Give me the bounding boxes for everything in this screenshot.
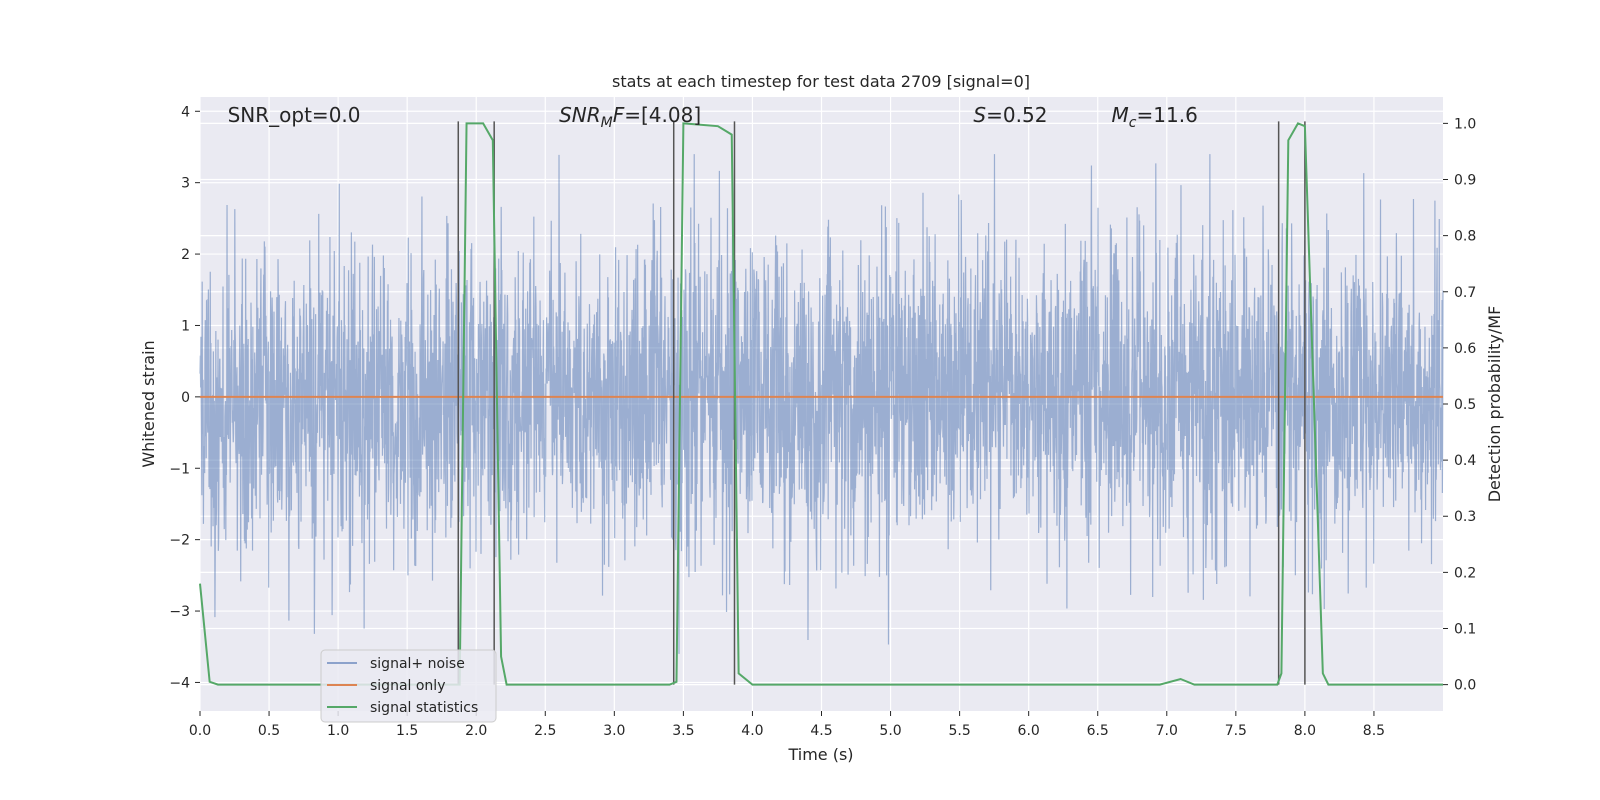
y-right-tick-label-8: 0.8 — [1454, 229, 1476, 245]
y-axis-right: 0.0 0.1 0.2 0.3 0.4 0.5 0.6 0.7 0.8 0.9 1.0 — [1443, 116, 1476, 694]
y-tick-label-8: 4 — [181, 104, 190, 120]
y-right-tick-label-3: 0.3 — [1454, 509, 1476, 525]
y-tick-label-1: −3 — [169, 604, 190, 620]
x-tick-label-3: 1.5 — [396, 723, 418, 739]
x-tick-label-4: 2.0 — [465, 723, 487, 739]
x-tick-label-12: 6.0 — [1018, 723, 1040, 739]
y-right-tick-label-10: 1.0 — [1454, 116, 1476, 132]
y-right-tick-label-2: 0.2 — [1454, 565, 1476, 581]
signal-noise-line — [199, 154, 1444, 654]
y-tick-label-4: 0 — [181, 390, 190, 406]
legend-label-signal-only: signal only — [370, 678, 445, 694]
y-right-tick-label-0: 0.0 — [1454, 678, 1476, 694]
x-tick-label-7: 3.5 — [672, 723, 694, 739]
y-axis-left: −4 −3 −2 −1 0 1 2 3 4 — [169, 104, 200, 691]
x-tick-label-15: 7.5 — [1225, 723, 1247, 739]
series-signal-noise — [199, 154, 1444, 654]
x-tick-label-10: 5.0 — [879, 723, 901, 739]
legend: signal+ noise signal only signal statist… — [320, 649, 497, 723]
y-right-tick-label-9: 0.9 — [1454, 173, 1476, 189]
legend-box — [320, 649, 497, 723]
x-axis-label: Time (s) — [787, 745, 853, 764]
legend-label-signal-statistics: signal statistics — [370, 700, 478, 716]
y-tick-label-0: −4 — [169, 675, 190, 691]
series-signal-statistics — [199, 122, 1443, 686]
x-tick-label-1: 0.5 — [258, 723, 280, 739]
y-tick-label-7: 3 — [181, 176, 190, 192]
y-tick-label-3: −1 — [169, 461, 190, 477]
y-tick-label-6: 2 — [181, 247, 190, 263]
y-right-tick-label-4: 0.4 — [1454, 453, 1476, 469]
x-tick-label-9: 4.5 — [810, 723, 832, 739]
x-tick-label-17: 8.5 — [1363, 723, 1385, 739]
signal-statistics-line — [199, 122, 1443, 686]
x-tick-label-5: 2.5 — [534, 723, 556, 739]
x-tick-label-13: 6.5 — [1087, 723, 1109, 739]
y-right-tick-label-6: 0.6 — [1454, 341, 1476, 357]
x-tick-label-0: 0.0 — [189, 723, 211, 739]
annotation-1: SNRMF=[4.08] — [559, 103, 701, 131]
legend-label-signal-noise: signal+ noise — [370, 656, 465, 672]
annotation-2: S=0.52 — [973, 103, 1047, 127]
x-tick-label-14: 7.0 — [1156, 723, 1178, 739]
annotation-3: Mc=11.6 — [1112, 103, 1198, 131]
y-right-tick-label-1: 0.1 — [1454, 621, 1476, 637]
chart-title: stats at each timestep for test data 270… — [612, 72, 1030, 91]
x-tick-label-8: 4.0 — [741, 723, 763, 739]
x-tick-label-11: 5.5 — [948, 723, 970, 739]
x-tick-label-6: 3.0 — [603, 723, 625, 739]
annotations: SNR_opt=0.0 SNRMF=[4.08] S=0.52 Mc=11.6 — [228, 103, 1198, 131]
annotation-0: SNR_opt=0.0 — [228, 103, 361, 127]
x-axis: 0.0 0.5 1.0 1.5 2.0 2.5 3.0 3.5 4.0 4.5 5.0 5.5 6.0 6… — [189, 711, 1385, 739]
x-tick-label-2: 1.0 — [327, 723, 349, 739]
y-right-tick-label-7: 0.7 — [1454, 285, 1476, 301]
y-axis-right-label: Detection probability/MF — [1485, 306, 1504, 503]
y-tick-label-5: 1 — [181, 318, 190, 334]
y-right-tick-label-5: 0.5 — [1454, 397, 1476, 413]
x-tick-label-16: 8.0 — [1294, 723, 1316, 739]
y-tick-label-2: −2 — [169, 533, 190, 549]
y-axis-label: Whitened strain — [139, 340, 158, 467]
